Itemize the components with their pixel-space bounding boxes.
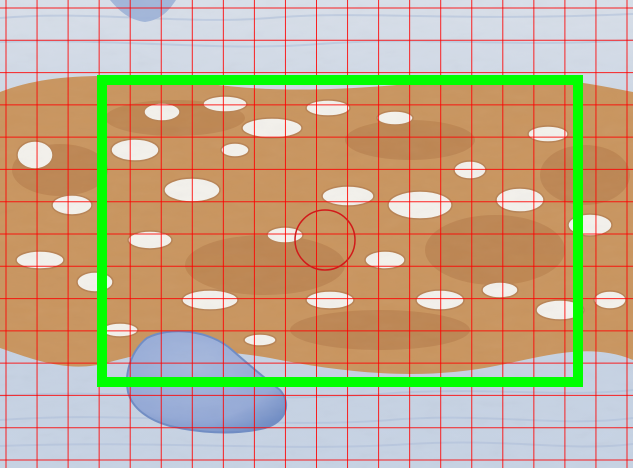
selection-rectangle[interactable] [97, 75, 583, 387]
target-circle[interactable] [294, 209, 356, 271]
